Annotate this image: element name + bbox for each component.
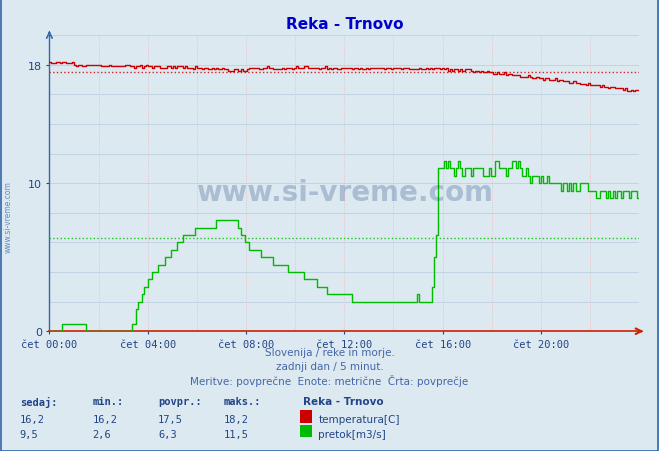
Text: maks.:: maks.: (224, 396, 262, 406)
Text: www.si-vreme.com: www.si-vreme.com (196, 179, 493, 207)
Text: Slovenija / reke in morje.: Slovenija / reke in morje. (264, 347, 395, 357)
Title: Reka - Trnovo: Reka - Trnovo (285, 17, 403, 32)
Text: temperatura[C]: temperatura[C] (318, 414, 400, 424)
Text: 2,6: 2,6 (92, 429, 111, 439)
Text: pretok[m3/s]: pretok[m3/s] (318, 429, 386, 439)
Text: Meritve: povprečne  Enote: metrične  Črta: povprečje: Meritve: povprečne Enote: metrične Črta:… (190, 374, 469, 387)
Text: Reka - Trnovo: Reka - Trnovo (303, 396, 384, 406)
Text: 18,2: 18,2 (224, 414, 249, 424)
Text: sedaj:: sedaj: (20, 396, 57, 407)
Text: povpr.:: povpr.: (158, 396, 202, 406)
Text: zadnji dan / 5 minut.: zadnji dan / 5 minut. (275, 361, 384, 371)
Text: 17,5: 17,5 (158, 414, 183, 424)
Text: min.:: min.: (92, 396, 123, 406)
Text: 6,3: 6,3 (158, 429, 177, 439)
Text: 16,2: 16,2 (20, 414, 45, 424)
Text: 11,5: 11,5 (224, 429, 249, 439)
Text: 16,2: 16,2 (92, 414, 117, 424)
Text: www.si-vreme.com: www.si-vreme.com (4, 180, 13, 253)
Text: 9,5: 9,5 (20, 429, 38, 439)
